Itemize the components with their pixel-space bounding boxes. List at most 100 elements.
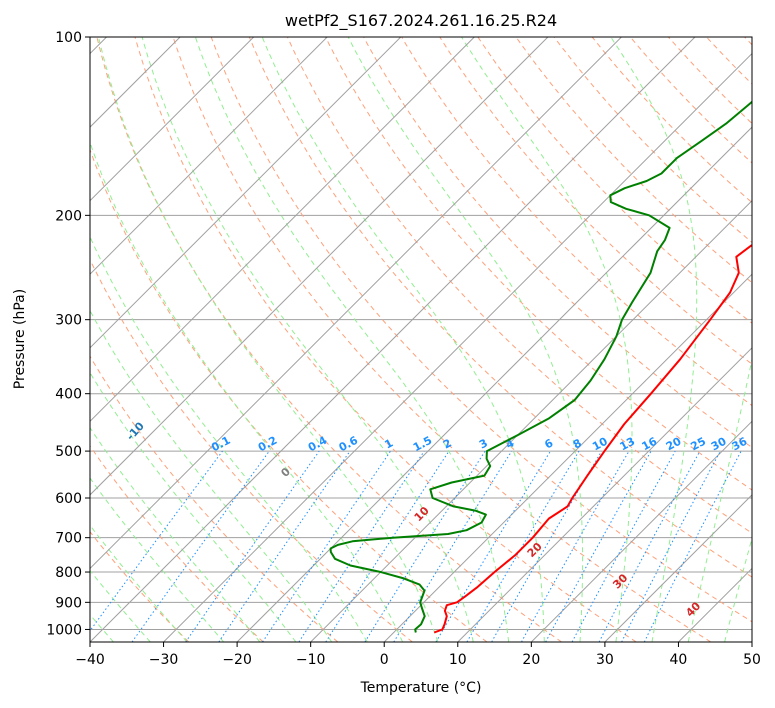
mixing-ratio-line: [262, 450, 391, 642]
moist-adiabat: [194, 37, 510, 642]
moist-adiabat: [90, 140, 404, 642]
moist-adiabat: [347, 37, 584, 642]
mixing-ratio-line: [643, 450, 742, 642]
moist-adiabats: [90, 37, 752, 642]
moist-adiabat: [90, 235, 368, 642]
plot-area: 0.10.20.40.611.52346810131620253036-100-…: [90, 37, 752, 642]
mixing-ratio-line: [185, 450, 320, 642]
isotherm-line: [90, 37, 696, 642]
y-tick-label: 700: [55, 531, 82, 547]
x-tick-label: 20: [522, 652, 540, 668]
moist-adiabat: [98, 37, 439, 642]
x-tick-label: 0: [380, 652, 389, 668]
isotherm-line: [90, 37, 402, 349]
mixing-ratio-line: [218, 450, 351, 642]
moist-adiabat: [90, 426, 261, 642]
isotherm-line: [90, 37, 622, 570]
isotherm-line: [457, 347, 752, 642]
x-tick-label: −40: [75, 652, 105, 668]
mixing-ratio-label: 10: [590, 435, 610, 454]
dry-adiabat: [248, 37, 752, 578]
dry-adiabat: [286, 37, 752, 534]
moist-adiabat-label: 0: [278, 465, 293, 480]
isotherm-line: [751, 641, 752, 642]
mixing-ratio-line: [131, 450, 270, 642]
dry-adiabat: [134, 37, 637, 642]
isotherm-line: [163, 52, 752, 642]
x-tick-label: 30: [596, 652, 614, 668]
mixing-ratio-label: 30: [709, 435, 729, 454]
moist-adiabat-label: 30: [610, 571, 630, 591]
y-tick-label: 300: [55, 313, 82, 329]
mixing-ratio-label: 6: [542, 436, 555, 451]
dry-adiabat: [96, 37, 562, 642]
x-tick-label: −30: [149, 652, 179, 668]
moist-adiabat: [90, 477, 224, 642]
y-tick-label: 500: [55, 444, 82, 460]
dry-adiabat: [477, 37, 752, 324]
isotherm-line: [383, 273, 752, 642]
mixing-ratio-line: [545, 450, 652, 642]
dry-adiabat: [439, 37, 752, 365]
x-tick-label: −10: [296, 652, 326, 668]
mixing-ratio-label: 16: [640, 434, 660, 453]
isotherm-line: [604, 494, 752, 642]
dry-adiabat: [553, 37, 752, 244]
y-tick-label: 600: [55, 491, 82, 507]
mixing-ratio-label: 3: [477, 436, 490, 451]
y-tick-label: 100: [55, 30, 82, 46]
mixing-ratio-line: [90, 450, 223, 632]
dry-adiabat: [210, 37, 752, 623]
chart-title: wetPf2_S167.2024.261.16.25.R24: [285, 11, 557, 31]
dry-adiabat: [325, 37, 752, 491]
isotherm-line: [90, 37, 328, 275]
isotherm-line: [90, 37, 549, 496]
line-labels: 0.10.20.40.611.52346810131620253036-100-…: [124, 419, 750, 619]
dry-adiabat: [401, 37, 752, 407]
mixing-ratio-label: 13: [618, 435, 638, 454]
moist-adiabat: [724, 536, 752, 642]
dry-adiabat: [90, 530, 190, 642]
dry-adiabat: [90, 355, 339, 642]
mixing-ratio-line: [598, 450, 701, 642]
dewpoint-profile: [329, 100, 752, 633]
mixing-ratio-line: [298, 450, 425, 642]
mixing-ratio-label: 36: [730, 435, 750, 454]
dry-adiabat: [706, 37, 752, 85]
isotherm-line: [530, 420, 752, 642]
x-axis-label: Temperature (°C): [360, 680, 482, 696]
dry-adiabat: [591, 37, 752, 204]
moist-adiabat: [687, 357, 752, 642]
profile-series: [329, 100, 752, 634]
y-tick-label: 200: [55, 208, 82, 224]
isobar-grid: [90, 37, 752, 630]
y-axis-ticks: 100 200 300 400 500 600 700 800 900 1000: [46, 30, 90, 638]
dry-adiabat: [90, 445, 264, 642]
moist-adiabat: [90, 524, 188, 642]
dry-adiabat: [629, 37, 752, 164]
x-axis-ticks: −40 −30 −20 −10 0 10 20 30 40 50: [75, 642, 761, 668]
moist-adiabat: [610, 37, 698, 642]
mixing-ratio-line: [393, 450, 513, 642]
dry-adiabat-label: -10: [124, 419, 147, 443]
mixing-ratio-line: [521, 450, 630, 642]
moist-adiabat: [461, 37, 633, 642]
dry-adiabats: [90, 37, 752, 642]
isotherm-line: [90, 37, 255, 202]
y-tick-label: 1000: [46, 622, 82, 638]
x-tick-label: −20: [222, 652, 252, 668]
y-tick-label: 800: [55, 565, 82, 581]
temperature-profile: [433, 244, 752, 634]
x-tick-label: 40: [670, 652, 688, 668]
y-axis-label: Pressure (hPa): [12, 289, 28, 389]
dry-adiabat: [515, 37, 752, 284]
x-tick-label: 50: [743, 652, 761, 668]
isotherm-line: [310, 199, 752, 642]
mixing-ratio-line: [571, 450, 676, 642]
dry-adiabat: [744, 37, 752, 46]
mixing-ratio-label: 20: [664, 434, 684, 453]
mixing-ratio-lines: [90, 450, 742, 642]
moist-adiabat: [261, 37, 545, 642]
isotherm-line: [90, 37, 475, 423]
